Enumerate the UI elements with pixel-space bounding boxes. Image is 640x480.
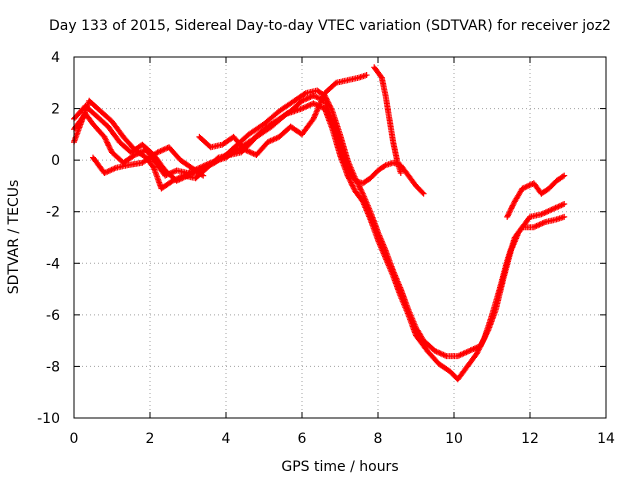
series-markers — [90, 144, 207, 179]
series-trace-3 — [71, 97, 568, 383]
x-tick-label: 10 — [445, 431, 463, 447]
series-markers — [371, 64, 404, 177]
y-tick-labels: -10 -8 -6 -4 -2 0 2 4 — [37, 50, 60, 427]
y-tick-label: -4 — [46, 256, 60, 272]
data-marks — [71, 64, 568, 383]
series-trace-4 — [90, 144, 207, 179]
series-markers — [71, 97, 568, 383]
series-trace-5 — [196, 72, 370, 158]
y-tick-label: 2 — [51, 102, 60, 118]
y-tick-label: 4 — [51, 50, 60, 66]
series-trace-7 — [504, 172, 568, 220]
y-tick-label: -8 — [46, 359, 60, 375]
x-tick-labels: 0 2 4 6 8 10 12 14 — [70, 431, 615, 447]
x-tick-label: 12 — [521, 431, 539, 447]
x-tick-label: 8 — [374, 431, 383, 447]
y-tick-label: -10 — [37, 411, 60, 427]
plot-frame — [73, 56, 607, 419]
x-tick-label: 4 — [222, 431, 231, 447]
series-markers — [196, 72, 370, 158]
y-tick-label: -2 — [46, 205, 60, 221]
tick-marks — [73, 56, 607, 419]
y-tick-label: -6 — [46, 308, 60, 324]
grid — [74, 57, 606, 418]
x-axis-label: GPS time / hours — [281, 459, 398, 475]
x-tick-label: 2 — [146, 431, 155, 447]
x-tick-label: 14 — [597, 431, 615, 447]
series-trace-6 — [371, 64, 404, 177]
chart-title: Day 133 of 2015, Sidereal Day-to-day VTE… — [49, 18, 611, 34]
y-axis-label: SDTVAR / TECUs — [6, 180, 22, 295]
x-tick-label: 0 — [70, 431, 79, 447]
y-tick-label: 0 — [51, 153, 60, 169]
x-tick-label: 6 — [298, 431, 307, 447]
series-markers — [504, 172, 568, 220]
